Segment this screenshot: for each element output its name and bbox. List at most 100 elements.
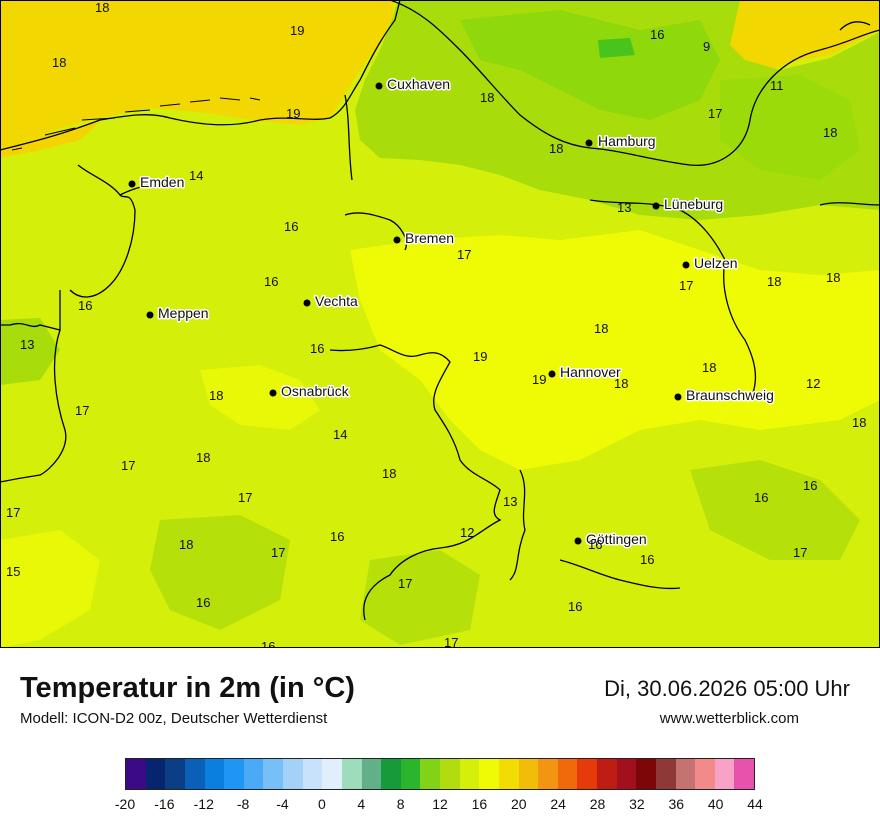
temp-value: 11 <box>770 78 784 93</box>
color-scale-tick: -12 <box>193 796 214 812</box>
temp-value: 16 <box>640 552 654 567</box>
temp-value: 18 <box>196 450 210 465</box>
city-label: Lüneburg <box>664 196 723 212</box>
color-scale-tick: -4 <box>276 796 289 812</box>
valid-time: Di, 30.06.2026 05:00 Uhr <box>604 676 850 701</box>
temp-value: 18 <box>852 415 866 430</box>
cold-spot <box>598 38 635 58</box>
color-scale-step <box>597 759 617 789</box>
color-scale-step <box>577 759 597 789</box>
temp-value: 19 <box>473 349 487 364</box>
color-scale-step <box>283 759 303 789</box>
city-emden[interactable]: Emden <box>128 173 186 192</box>
color-scale-step <box>361 759 382 789</box>
temp-value: 12 <box>460 525 474 540</box>
city-label: Vechta <box>315 293 358 309</box>
temp-value: 16 <box>650 27 664 42</box>
temp-value: 13 <box>617 200 631 215</box>
east-cool-patch-2 <box>690 460 860 560</box>
color-scale-step <box>263 759 283 789</box>
color-scale-tick: -8 <box>236 796 250 812</box>
city-hamburg[interactable]: Hamburg <box>585 132 657 151</box>
color-scale-step <box>695 759 715 789</box>
city-vechta[interactable]: Vechta <box>303 292 360 311</box>
city-goettingen[interactable]: Göttingen <box>574 530 648 549</box>
islands <box>11 97 261 151</box>
color-scale-tick: 28 <box>589 796 606 812</box>
city-bremen[interactable]: Bremen <box>393 229 456 248</box>
temp-value: 16 <box>196 595 210 610</box>
north-sea-area <box>0 0 395 150</box>
city-meppen[interactable]: Meppen <box>146 304 210 323</box>
city-cuxhaven[interactable]: Cuxhaven <box>375 75 452 94</box>
color-scale-tick: -16 <box>154 796 175 812</box>
city-dot <box>128 180 136 188</box>
color-scale-tick: 32 <box>629 796 645 812</box>
city-dot <box>674 393 682 401</box>
temp-value: 17 <box>793 545 807 560</box>
temp-value: 16 <box>330 529 344 544</box>
temperature-values: 18 19 18 16 9 11 17 18 19 18 18 14 13 16… <box>6 0 866 654</box>
color-scale-tick: 12 <box>432 796 448 812</box>
temp-value: 18 <box>95 0 109 15</box>
city-osnabrueck[interactable]: Osnabrück <box>269 382 351 401</box>
city-uelzen[interactable]: Uelzen <box>682 254 739 273</box>
temp-value: 18 <box>480 90 494 105</box>
color-scale-tick: -20 <box>114 796 136 812</box>
color-scale-step <box>518 759 539 789</box>
color-scale-step <box>655 759 676 789</box>
temp-value: 16 <box>261 639 275 648</box>
color-scale-step <box>714 759 735 789</box>
color-scale-step <box>165 759 185 789</box>
city-label: Osnabrück <box>281 383 350 399</box>
color-scale-tick: 20 <box>510 796 527 812</box>
city-dot <box>375 82 383 90</box>
coastal-warm-strip <box>0 122 100 158</box>
elbe-cool-patch <box>460 10 720 120</box>
city-dot <box>548 370 556 378</box>
city-dot <box>146 311 154 319</box>
city-lueneburg[interactable]: Lüneburg <box>652 195 725 214</box>
website-link[interactable]: www.wetterblick.com <box>659 710 799 727</box>
color-scale-step <box>538 759 558 789</box>
city-dot <box>652 202 660 210</box>
color-scale-tick: 44 <box>747 796 763 812</box>
temp-value: 14 <box>333 427 347 442</box>
city-label: Meppen <box>158 305 209 321</box>
temp-value: 16 <box>568 599 582 614</box>
color-scale-step <box>459 759 480 789</box>
color-scale-tick: 4 <box>357 796 366 812</box>
city-label: Bremen <box>405 230 454 246</box>
color-scale-step <box>381 759 401 789</box>
city-label: Braunschweig <box>686 387 774 403</box>
west-cool-patch <box>0 318 60 385</box>
color-scale-step <box>243 759 264 789</box>
color-scale-step <box>479 759 499 789</box>
color-scale-step <box>302 759 323 789</box>
color-scale-step <box>322 759 342 789</box>
temp-value: 16 <box>754 490 768 505</box>
city-dot <box>682 261 690 269</box>
temp-value: 13 <box>20 337 34 352</box>
temp-value: 18 <box>767 274 781 289</box>
south-cool-patch-2 <box>360 550 480 645</box>
city-dot <box>574 537 582 545</box>
city-hannover[interactable]: Hannover <box>548 363 623 382</box>
temp-value: 18 <box>826 270 840 285</box>
temp-value: 18 <box>594 321 608 336</box>
color-scale-tick: 36 <box>668 796 685 812</box>
color-scale-tick: 40 <box>707 796 724 812</box>
temp-value: 17 <box>121 458 135 473</box>
color-scale-step <box>636 759 656 789</box>
city-label: Emden <box>140 174 184 190</box>
color-scale-step <box>675 759 696 789</box>
temp-value: 12 <box>806 376 820 391</box>
model-info: Modell: ICON-D2 00z, Deutscher Wetterdie… <box>20 710 328 727</box>
color-scale-step <box>400 759 421 789</box>
city-braunschweig[interactable]: Braunschweig <box>674 386 775 405</box>
color-scale-ticks: -20 -16 -12 -8 -4 0 4 8 12 16 20 24 28 32 36 40 44 <box>115 796 763 814</box>
baltic-sea-area <box>730 0 880 70</box>
temp-value: 17 <box>238 490 252 505</box>
city-dot <box>585 139 593 147</box>
temp-value: 17 <box>708 106 722 121</box>
